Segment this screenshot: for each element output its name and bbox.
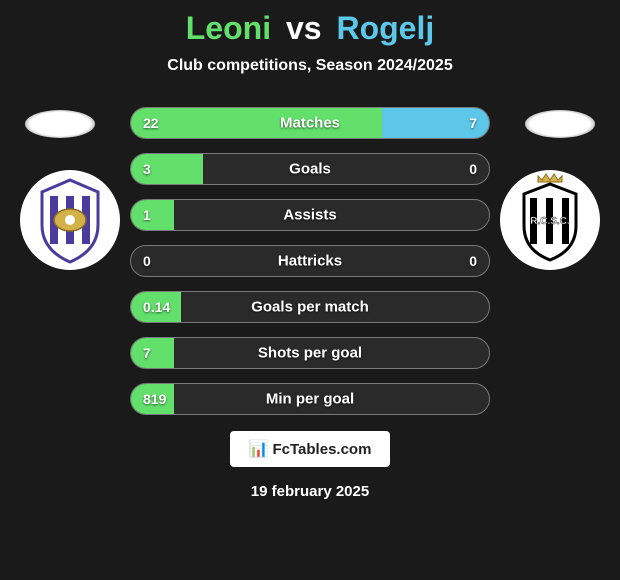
stat-row: 3 0 Goals: [130, 153, 490, 185]
anderlecht-crest-icon: [20, 170, 120, 270]
stat-fill-left: [131, 200, 174, 230]
vs-text: vs: [286, 10, 322, 46]
snapshot-date: 19 february 2025: [0, 483, 620, 500]
club-crest-right: R.C.S.C.: [500, 170, 600, 270]
stat-label: Goals per match: [251, 299, 369, 316]
club-crest-left: [20, 170, 120, 270]
stat-row: 7 Shots per goal: [130, 337, 490, 369]
stat-label: Goals: [289, 161, 331, 178]
brand-text: FcTables.com: [273, 441, 372, 458]
stat-value-left: 0.14: [143, 299, 170, 315]
stat-value-right: 0: [469, 253, 477, 269]
stat-fill-left: [131, 338, 174, 368]
player2-name: Rogelj: [336, 10, 434, 46]
stat-label: Min per goal: [266, 391, 354, 408]
stat-value-left: 0: [143, 253, 151, 269]
stat-value-left: 7: [143, 345, 151, 361]
stat-value-left: 3: [143, 161, 151, 177]
stat-fill-left: [131, 154, 203, 184]
player1-name: Leoni: [186, 10, 271, 46]
stat-value-left: 1: [143, 207, 151, 223]
stat-value-right: 7: [469, 115, 477, 131]
brand-mark-icon: 📊: [249, 439, 269, 459]
stat-row: 0 0 Hattricks: [130, 245, 490, 277]
stat-fill-left: [131, 108, 382, 138]
stat-row: 0.14 Goals per match: [130, 291, 490, 323]
stat-value-left: 22: [143, 115, 159, 131]
country-marker-left: [25, 110, 95, 138]
stat-label: Hattricks: [278, 253, 342, 270]
stat-label: Matches: [280, 115, 340, 132]
brand-badge: 📊 FcTables.com: [230, 431, 390, 467]
stat-row: 22 7 Matches: [130, 107, 490, 139]
stat-label: Shots per goal: [258, 345, 362, 362]
stat-value-right: 0: [469, 161, 477, 177]
stat-label: Assists: [283, 207, 336, 224]
stat-row: 819 Min per goal: [130, 383, 490, 415]
svg-text:R.C.S.C.: R.C.S.C.: [530, 216, 570, 227]
subtitle: Club competitions, Season 2024/2025: [0, 57, 620, 75]
stat-row: 1 Assists: [130, 199, 490, 231]
country-marker-right: [525, 110, 595, 138]
charleroi-crest-icon: R.C.S.C.: [500, 170, 600, 270]
stat-value-left: 819: [143, 391, 166, 407]
stat-bars: 22 7 Matches 3 0 Goals 1 Assists 0 0 Hattricks 0.14…: [130, 107, 490, 415]
comparison-title: Leoni vs Rogelj: [0, 0, 620, 47]
